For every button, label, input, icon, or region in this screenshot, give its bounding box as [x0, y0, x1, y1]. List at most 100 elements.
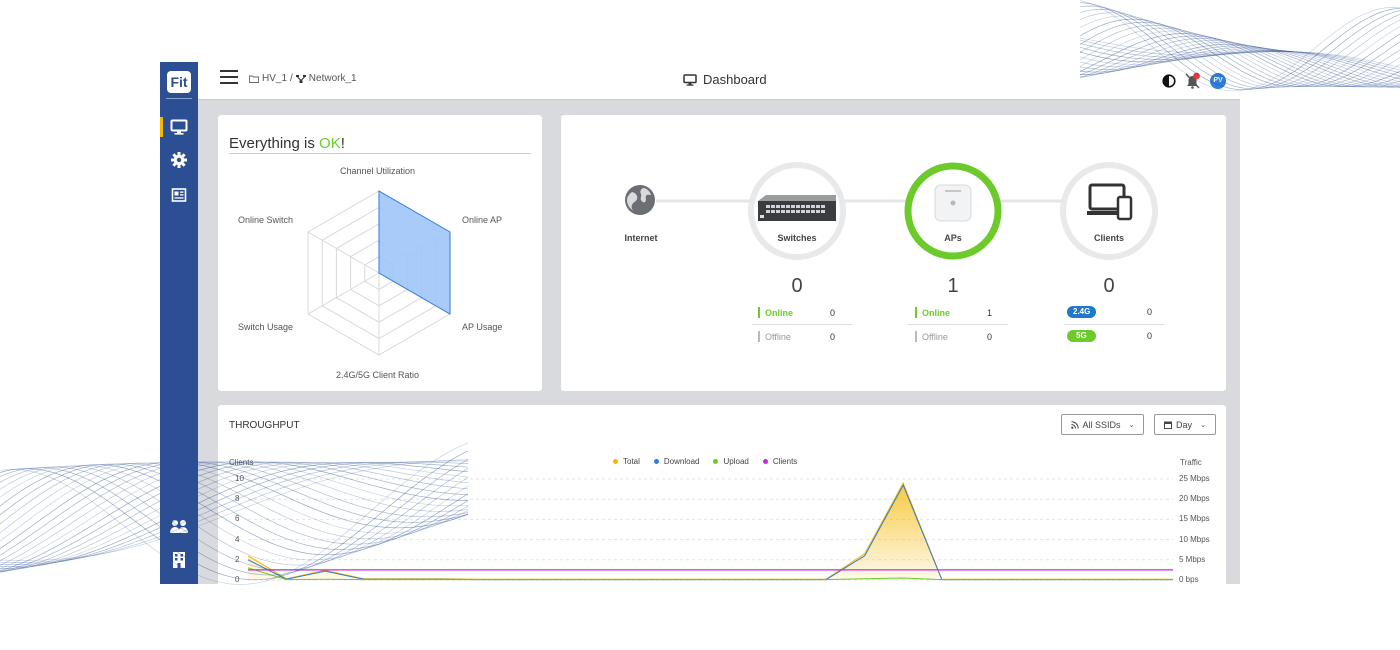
app-window: Fit HV_1 / Network_1 Dashboard — [160, 62, 1240, 584]
period-dropdown-value: Day — [1176, 419, 1193, 430]
building-icon — [173, 552, 185, 568]
divider — [1064, 324, 1164, 325]
y-left-tick-label: 10 — [235, 474, 244, 483]
legend-dot — [653, 459, 659, 464]
ssid-dropdown-value: All SSIDs — [1082, 419, 1121, 430]
legend-label: Total — [623, 457, 640, 466]
band-5g-badge: 5G — [1067, 330, 1096, 342]
aps-offline-label: Offline — [922, 331, 948, 342]
calendar-icon — [1164, 421, 1173, 429]
ssid-dropdown[interactable]: All SSIDs ⌄ — [1061, 414, 1144, 435]
legend-item-clients[interactable]: Clients — [762, 457, 798, 466]
legend-dot — [713, 459, 719, 464]
series-upload-line — [247, 567, 1173, 581]
folder-icon — [249, 75, 259, 83]
y-right-tick-label: 0 bps — [1179, 575, 1199, 584]
aps-offline-row: Offline 0 — [915, 331, 992, 342]
chevron-down-icon: ⌄ — [1200, 421, 1206, 429]
network-icon — [295, 74, 306, 83]
menu-toggle-button[interactable] — [220, 70, 238, 86]
y-left-tick-label: 0 — [235, 575, 240, 584]
notifications-muted-icon[interactable] — [1184, 72, 1202, 90]
radar-label-online-ap: Online AP — [462, 215, 503, 225]
online-indicator — [915, 307, 917, 318]
clients-5g-row: 5G 0 — [1067, 330, 1152, 342]
legend-dot — [613, 459, 618, 464]
legend-item-total[interactable]: Total — [613, 457, 640, 466]
clients-5g-value: 0 — [1147, 331, 1153, 341]
switch-icon[interactable] — [756, 193, 838, 223]
page-title: Dashboard — [683, 72, 767, 87]
legend-label: Clients — [772, 457, 798, 466]
y-left-tick-label: 6 — [235, 514, 240, 524]
sidebar-item-dashboard[interactable] — [160, 115, 198, 139]
radar-chart — [307, 190, 451, 356]
y-left-tick-label: 2 — [235, 554, 240, 564]
radar-label-client-ratio: 2.4G/5G Client Ratio — [336, 370, 420, 380]
contrast-toggle-icon[interactable] — [1162, 74, 1176, 88]
app-logo[interactable]: Fit — [167, 71, 191, 93]
aps-offline-value: 0 — [987, 331, 993, 342]
health-title-prefix: Everything is — [229, 135, 320, 152]
aps-online-row: Online 1 — [915, 307, 992, 318]
y-right-tick-label: 10 Mbps — [1179, 534, 1210, 544]
switches-online-label: Online — [765, 307, 794, 318]
series-total-line — [247, 481, 1173, 580]
switches-offline-row: Offline 0 — [758, 331, 835, 342]
chart-legend: Total Download Upload Clients — [613, 457, 797, 466]
health-card: Everything is OK! Channel Utilization On… — [218, 115, 542, 391]
clients-label: Clients — [1093, 233, 1124, 243]
breadcrumb-network[interactable]: Network_1 — [308, 73, 357, 84]
sidebar: Fit — [160, 62, 198, 584]
divider — [908, 324, 1008, 325]
radar-spoke — [307, 272, 380, 315]
series-total-area — [248, 483, 1173, 580]
clients-24g-row: 2.4G 0 — [1067, 306, 1152, 318]
switches-online-row: Online 0 — [758, 307, 835, 318]
throughput-chart — [247, 478, 1173, 581]
legend-item-download[interactable]: Download — [653, 457, 699, 466]
sidebar-item-reports[interactable] — [160, 183, 198, 207]
devices-icon[interactable] — [1087, 181, 1133, 221]
online-indicator — [758, 307, 760, 318]
health-status-ok: OK — [319, 135, 341, 152]
internet-label: Internet — [624, 233, 658, 243]
divider — [166, 98, 192, 99]
gear-icon — [171, 152, 187, 168]
y-left-tick-label: 8 — [235, 494, 240, 504]
aps-online-label: Online — [922, 307, 951, 318]
legend-dot — [762, 459, 768, 464]
breadcrumb-site[interactable]: HV_1 — [262, 73, 288, 84]
radar-label-ap-usage: AP Usage — [462, 322, 503, 332]
users-icon — [170, 520, 188, 533]
aps-online-value: 1 — [987, 307, 993, 318]
breadcrumb: HV_1 / Network_1 — [249, 73, 357, 84]
radar-label-switch-usage: Switch Usage — [238, 322, 294, 332]
y-axis-left-title: Clients — [229, 458, 254, 467]
access-point-icon[interactable] — [931, 181, 975, 225]
offline-indicator — [758, 331, 760, 342]
health-title: Everything is OK! — [229, 135, 345, 152]
y-right-tick-label: 25 Mbps — [1179, 474, 1210, 483]
page-title-text: Dashboard — [703, 72, 767, 87]
sidebar-item-settings[interactable] — [160, 148, 198, 172]
band-24g-badge: 2.4G — [1067, 306, 1097, 318]
sidebar-item-sites[interactable] — [160, 548, 198, 572]
offline-indicator — [915, 331, 917, 342]
globe-icon — [625, 185, 655, 215]
top-bar: HV_1 / Network_1 Dashboard PV — [198, 62, 1240, 100]
y-left-tick-label: 4 — [235, 534, 240, 544]
switches-label: Switches — [777, 233, 817, 243]
newspaper-icon — [171, 188, 187, 202]
sidebar-item-users[interactable] — [160, 514, 198, 538]
radar-label-channel-utilization: Channel Utilization — [340, 166, 416, 176]
legend-item-upload[interactable]: Upload — [713, 457, 749, 466]
user-avatar[interactable]: PV — [1210, 73, 1226, 89]
throughput-card: THROUGHPUT All SSIDs ⌄ Day ⌄ Total Downlo… — [218, 405, 1226, 584]
clients-24g-value: 0 — [1147, 307, 1153, 317]
period-dropdown[interactable]: Day ⌄ — [1154, 414, 1216, 435]
switches-online-value: 0 — [830, 307, 836, 318]
aps-label: APs — [944, 233, 962, 243]
divider — [229, 153, 531, 154]
chevron-down-icon: ⌄ — [1128, 421, 1135, 429]
